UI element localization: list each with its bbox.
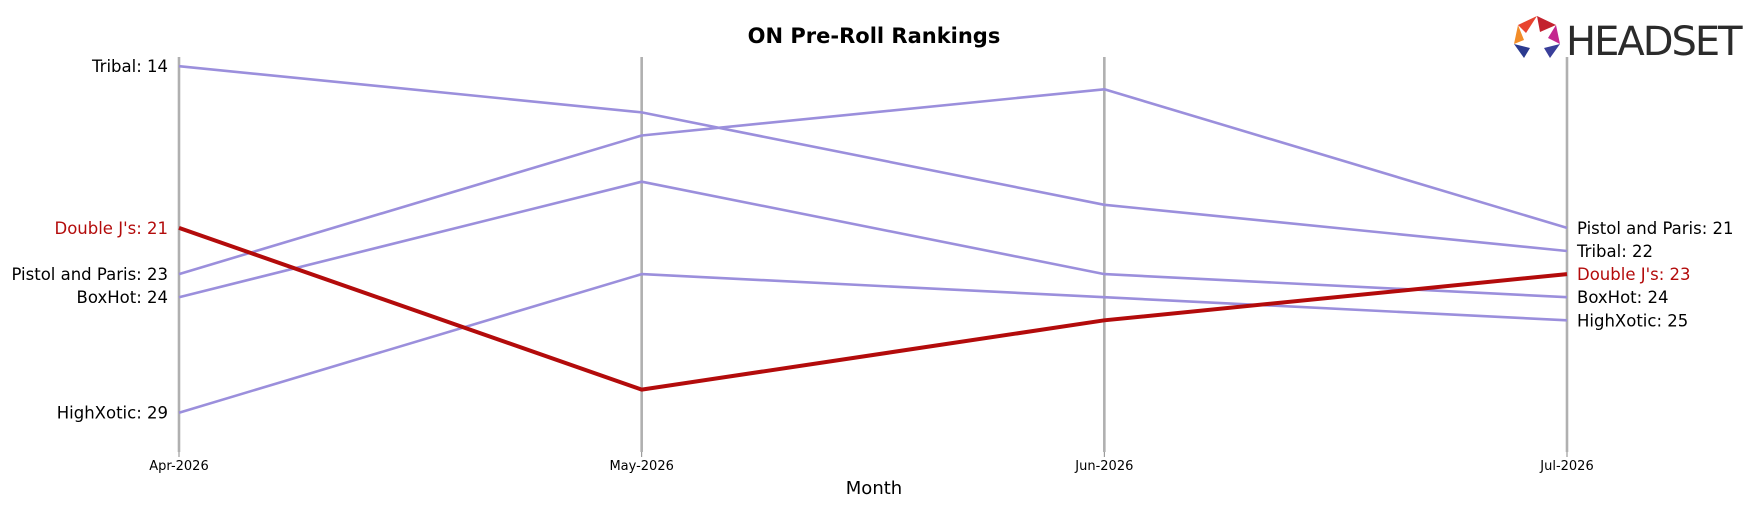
end-label-boxhot: BoxHot: 24 — [1577, 288, 1668, 307]
end-label-pistol-and-paris: Pistol and Paris: 21 — [1577, 219, 1734, 238]
end-label-tribal: Tribal: 22 — [1576, 242, 1653, 261]
tick-label-Jul-2026: Jul-2026 — [1539, 459, 1593, 474]
series-line-tribal — [178, 64, 1568, 253]
start-label-highxotic: HighXotic: 29 — [57, 404, 168, 423]
logo-mark-icon — [1514, 16, 1560, 58]
start-label-tribal: Tribal: 14 — [91, 57, 168, 76]
start-label-double-j-s: Double J's: 21 — [54, 219, 168, 238]
series-lines — [178, 64, 1568, 414]
series-line-boxhot — [178, 180, 1568, 299]
start-label-boxhot: BoxHot: 24 — [77, 288, 168, 307]
end-label-highxotic: HighXotic: 25 — [1577, 311, 1688, 330]
series-line-highxotic — [178, 272, 1568, 414]
headset-logo: HEADSET — [1514, 16, 1745, 65]
x-ticks: Apr-2026 May-2026 Jun-2026 Jul-2026 — [149, 452, 1594, 474]
tick-label-May-2026: May-2026 — [609, 459, 673, 474]
tick-label-Apr-2026: Apr-2026 — [149, 459, 208, 474]
end-label-double-j-s: Double J's: 23 — [1577, 265, 1691, 284]
series-line-pistol-and-paris — [178, 87, 1568, 276]
end-labels: Tribal: 14 Tribal: 22 Pistol and Paris: 23… — [11, 57, 1733, 423]
tick-label-Jun-2026: Jun-2026 — [1074, 459, 1133, 474]
series-line-double-j-s — [178, 226, 1568, 392]
start-label-pistol-and-paris: Pistol and Paris: 23 — [11, 265, 168, 284]
logo-text: HEADSET — [1566, 19, 1743, 65]
grid — [177, 57, 1569, 452]
chart-title: ON Pre-Roll Rankings — [748, 24, 1001, 48]
x-axis-label: Month — [846, 478, 902, 499]
